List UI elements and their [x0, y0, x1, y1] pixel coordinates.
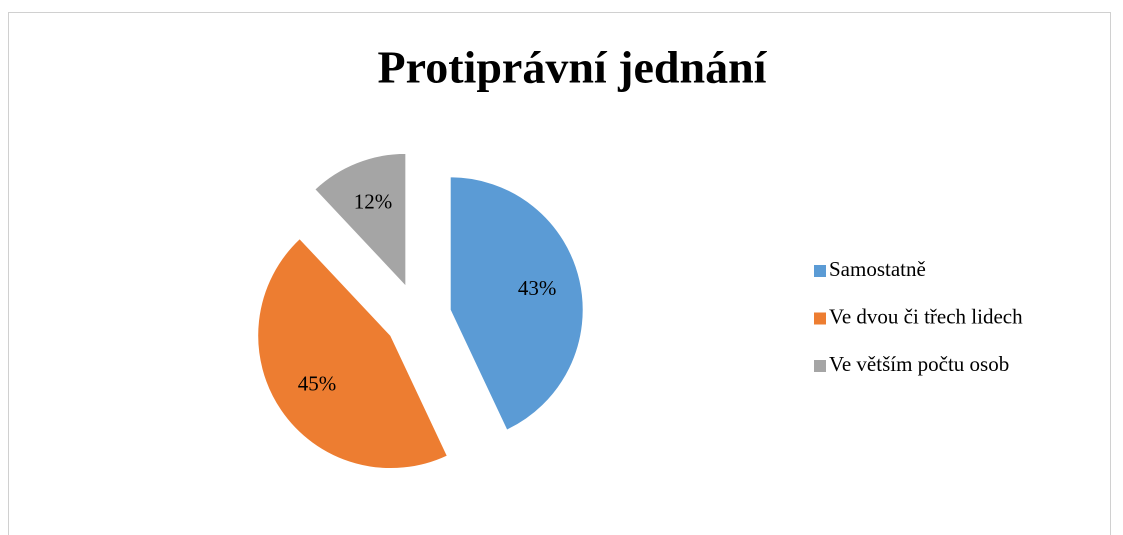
pie-slice: [257, 237, 449, 470]
legend-label: Ve větším počtu osob: [829, 352, 1009, 376]
data-label: 12%: [354, 189, 393, 213]
legend-swatch: [814, 360, 826, 372]
data-label: 43%: [518, 276, 557, 300]
chart-title: Protiprávní jednání: [378, 42, 768, 93]
chart-border: [8, 12, 1111, 535]
data-label: 45%: [298, 371, 337, 395]
pie-slice: [314, 152, 407, 288]
legend-label: Samostatně: [829, 257, 926, 281]
legend-swatch: [814, 312, 826, 325]
legend-label: Ve dvou či třech lidech: [829, 304, 1023, 328]
legend-swatch: [814, 265, 826, 277]
pie-slice: [449, 176, 584, 431]
